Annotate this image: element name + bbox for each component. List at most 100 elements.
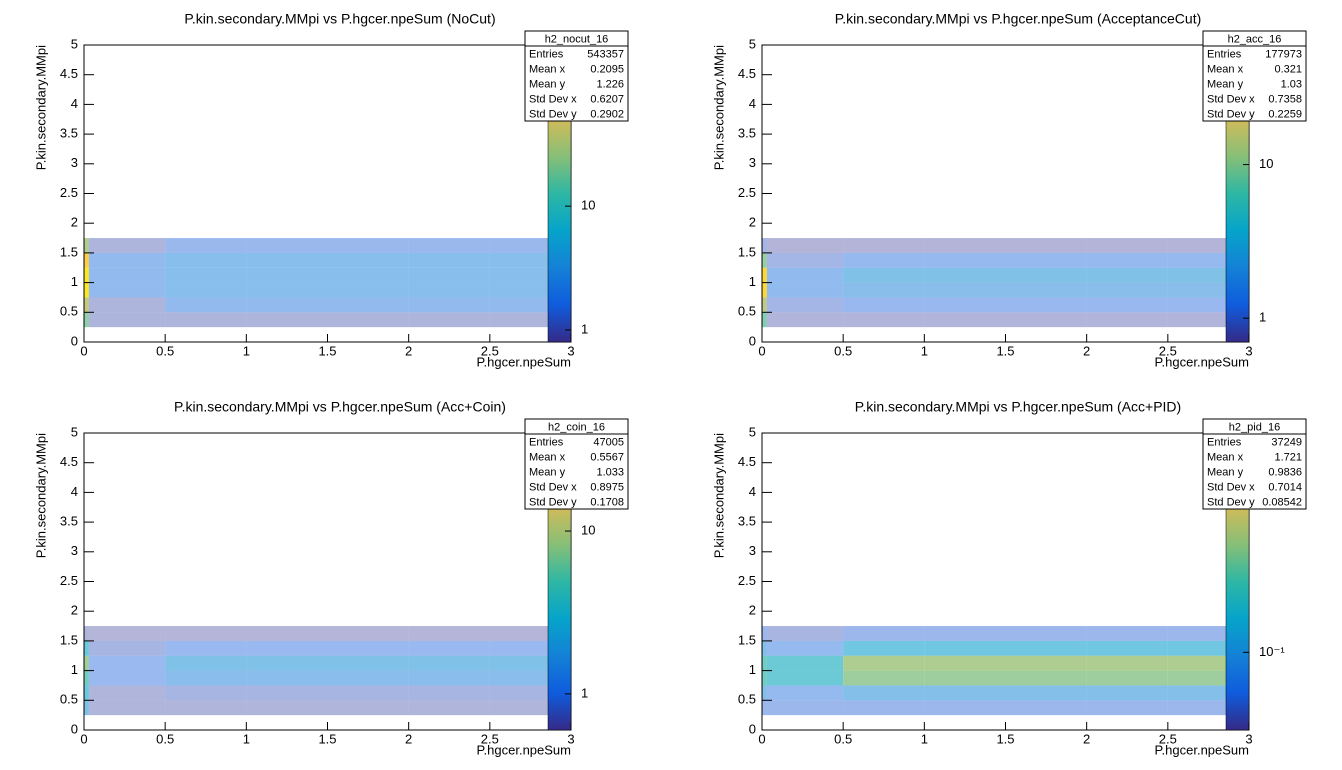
heatmap-cell	[1086, 282, 1168, 298]
y-tick-label: 2.5	[60, 185, 78, 200]
heatmap-cell	[88, 267, 166, 283]
heatmap-cell	[766, 640, 844, 656]
stats-value: 0.1708	[590, 496, 624, 508]
heatmap-cell	[1005, 312, 1087, 328]
stats-value: 177973	[1265, 48, 1302, 60]
y-tick-label: 0.5	[738, 692, 756, 707]
y-tick-label: 1.5	[738, 244, 756, 259]
stats-value: 0.2902	[590, 108, 624, 120]
heatmap-cell	[1086, 685, 1168, 701]
x-tick-label: 3	[567, 731, 574, 746]
x-tick-label: 0	[80, 731, 87, 746]
heatmap-cell	[1086, 238, 1168, 253]
heatmap-cell	[84, 238, 89, 253]
heatmap-cell	[246, 238, 328, 253]
stats-label: Mean y	[1207, 466, 1244, 478]
x-tick-label: 2.5	[481, 343, 499, 358]
heatmap-cell	[165, 297, 247, 313]
stats-value: 0.8975	[590, 481, 624, 493]
stats-value: 0.7358	[1268, 93, 1302, 105]
y-axis-title: P.kin.secondary.MMpi	[33, 45, 48, 170]
stats-value: 0.5567	[590, 451, 624, 463]
heatmap-cell	[766, 312, 844, 328]
x-tick-label: 1.5	[996, 731, 1014, 746]
stats-label: Std Dev x	[529, 93, 577, 105]
heatmap-cell	[924, 312, 1006, 328]
stats-value: 543357	[587, 48, 624, 60]
heatmap-cell	[766, 655, 844, 671]
heatmap-cell	[327, 238, 409, 253]
heatmap-cell	[1005, 297, 1087, 313]
heatmap-cell	[924, 267, 1006, 283]
heatmap-cell	[84, 267, 89, 283]
stats-name: h2_pid_16	[1229, 421, 1280, 433]
y-tick-label: 5	[749, 424, 756, 439]
heatmap-cell	[843, 312, 925, 328]
heatmap-cell	[327, 670, 409, 686]
heatmap-cell	[408, 640, 490, 656]
heatmap-cell	[84, 685, 89, 701]
y-tick-label: 5	[71, 36, 78, 51]
heatmap-cell	[762, 640, 767, 656]
color-tick-label: 10⁻¹	[1259, 644, 1285, 659]
color-tick-label: 1	[1259, 310, 1266, 325]
x-tick-label: 0.5	[156, 343, 174, 358]
x-tick-label: 2.5	[1159, 731, 1177, 746]
stats-label: Mean x	[529, 63, 566, 75]
heatmap-cell	[762, 312, 767, 328]
stats-label: Mean x	[529, 451, 566, 463]
y-tick-label: 2	[749, 215, 756, 230]
heatmap-cell	[1086, 655, 1168, 671]
x-tick-label: 1	[243, 731, 250, 746]
heatmap-cell	[246, 312, 328, 328]
heatmap-cell	[1005, 700, 1087, 716]
heatmap-cell	[327, 685, 409, 701]
heatmap-cell	[924, 700, 1006, 716]
x-tick-label: 0	[758, 731, 765, 746]
heatmap-cell	[766, 700, 844, 716]
heatmap-cell	[1005, 655, 1087, 671]
y-tick-label: 0.5	[60, 304, 78, 319]
y-tick-label: 3.5	[60, 126, 78, 141]
heatmap-cell	[1086, 267, 1168, 283]
color-tick-label: 10	[581, 522, 595, 537]
heatmap-cell	[408, 670, 490, 686]
heatmap-cell	[766, 282, 844, 298]
heatmap-cell	[84, 282, 89, 298]
heatmap-cell	[408, 312, 490, 328]
stats-name: h2_nocut_16	[545, 33, 609, 45]
heatmap-cell	[84, 297, 89, 313]
heatmap-cell	[843, 626, 925, 641]
heatmap-cell	[766, 626, 844, 641]
y-tick-label: 2.5	[738, 573, 756, 588]
heatmap-cell	[84, 640, 89, 656]
heatmap-cell	[924, 655, 1006, 671]
y-tick-label: 4.5	[738, 454, 756, 469]
stats-value: 47005	[593, 436, 624, 448]
heatmap-cell	[843, 655, 925, 671]
y-tick-label: 4	[71, 96, 78, 111]
x-tick-label: 3	[567, 343, 574, 358]
heatmap-cell	[1005, 640, 1087, 656]
y-tick-label: 2.5	[738, 185, 756, 200]
y-axis-title: P.kin.secondary.MMpi	[711, 45, 726, 170]
heatmap-cell	[165, 252, 247, 268]
stats-value: 1.721	[1274, 451, 1302, 463]
stats-value: 0.2095	[590, 63, 624, 75]
stats-label: Entries	[529, 436, 564, 448]
y-tick-label: 3	[71, 543, 78, 558]
heatmap-cell	[84, 252, 89, 268]
x-tick-label: 2	[1083, 731, 1090, 746]
x-tick-label: 1.5	[318, 343, 336, 358]
heatmap-cell	[408, 626, 490, 641]
heatmap-cell	[843, 297, 925, 313]
stats-label: Entries	[529, 48, 564, 60]
stats-label: Std Dev x	[1207, 93, 1255, 105]
heatmap-cell	[246, 700, 328, 716]
heatmap-cell	[88, 626, 166, 641]
x-axis-title: P.hgcer.npeSum	[1155, 742, 1249, 757]
heatmap-cell	[843, 700, 925, 716]
y-tick-label: 1.5	[60, 244, 78, 259]
heatmap-cell	[766, 685, 844, 701]
